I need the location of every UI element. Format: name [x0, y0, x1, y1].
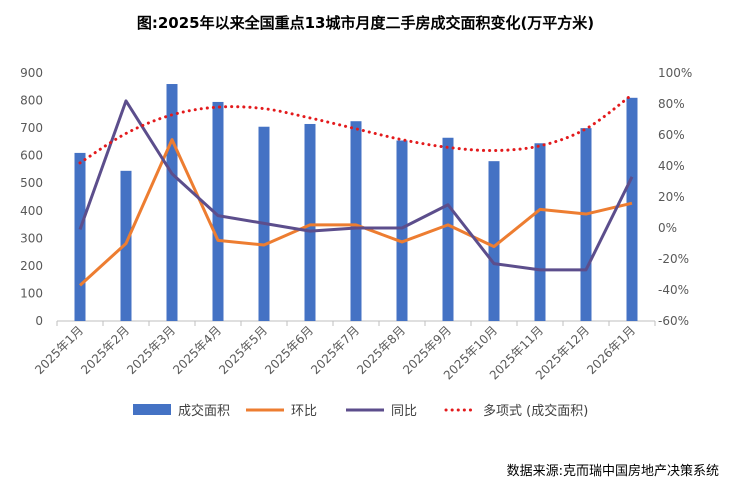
y2-tick-label: -40%	[658, 283, 689, 297]
y2-tick-label: 60%	[658, 128, 685, 142]
y-tick-label: 100	[20, 286, 43, 300]
legend-label: 成交面积	[178, 403, 230, 419]
x-tick-label: 2025年3月	[124, 323, 178, 377]
y-tick-label: 900	[20, 66, 43, 80]
bar	[166, 84, 178, 322]
bar	[120, 170, 132, 321]
bar	[442, 137, 454, 321]
bar	[488, 161, 500, 321]
x-tick-label: 2025年5月	[216, 323, 270, 377]
x-tick-label: 2026年1月	[584, 323, 638, 377]
y2-tick-label: -20%	[658, 252, 689, 266]
x-tick-label: 2025年7月	[308, 323, 362, 377]
bar	[212, 101, 224, 321]
legend-swatch-bar	[133, 404, 171, 415]
y-tick-label: 600	[20, 149, 43, 163]
legend-label: 环比	[291, 404, 317, 419]
bar	[534, 143, 546, 321]
y2-tick-label: 20%	[658, 190, 685, 204]
x-tick-label: 2025年4月	[170, 323, 224, 377]
y2-tick-label: 100%	[658, 66, 692, 80]
bar	[580, 128, 592, 321]
bar	[74, 152, 86, 321]
y2-tick-label: 80%	[658, 97, 685, 111]
y-tick-label: 800	[20, 94, 43, 108]
axes: 0 100 200 300 400 500 600 700 800 900 -60% -40% -20%…	[20, 66, 692, 328]
x-axis-labels: 2025年1月2025年2月2025年3月2025年4月2025年5月2025年…	[32, 323, 638, 382]
y-tick-label: 300	[20, 231, 43, 245]
legend-label: 同比	[391, 404, 417, 419]
legend: 成交面积 环比 同比 多项式 (成交面积)	[133, 403, 588, 419]
trendline-series	[78, 93, 634, 165]
bars	[74, 84, 638, 322]
x-tick-label: 2025年1月	[32, 323, 86, 377]
bar	[626, 97, 638, 321]
bar	[350, 121, 362, 321]
y2-tick-label: 0%	[658, 221, 677, 235]
chart-title: 图:2025年以来全国重点13城市月度二手房成交面积变化(万平方米)	[136, 14, 595, 32]
source-note: 数据来源:克而瑞中国房地产决策系统	[506, 464, 719, 479]
y-tick-label: 400	[20, 204, 43, 218]
lines	[78, 93, 634, 287]
y2-tick-label: 40%	[658, 159, 685, 173]
bar	[396, 140, 408, 321]
legend-label: 多项式 (成交面积)	[483, 403, 588, 419]
x-tick-label: 2025年2月	[78, 323, 132, 377]
line-series	[78, 99, 634, 272]
y-tick-label: 500	[20, 176, 43, 190]
y-tick-label: 0	[35, 314, 43, 328]
x-tick-label: 2025年8月	[354, 323, 408, 377]
x-tick-label: 2025年6月	[262, 323, 316, 377]
bar	[304, 123, 316, 321]
line-series	[78, 138, 633, 287]
y-tick-label: 700	[20, 121, 43, 135]
y2-tick-label: -60%	[658, 314, 689, 328]
y-tick-label: 200	[20, 259, 43, 273]
